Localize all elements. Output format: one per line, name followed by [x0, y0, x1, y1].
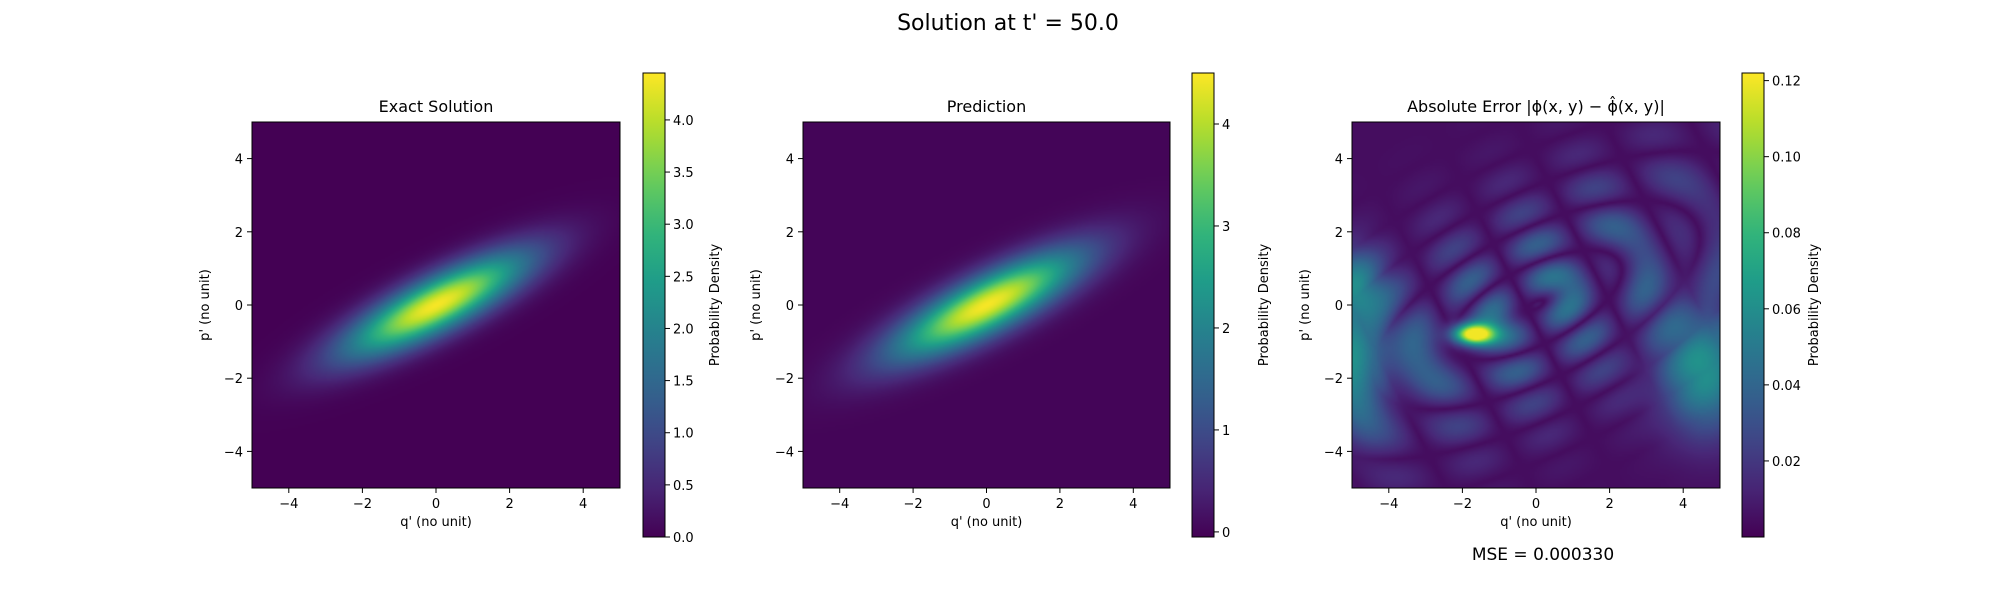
colorbar-label: Probability Density — [1257, 244, 1272, 367]
panel-title: Prediction — [947, 97, 1026, 116]
x-tick-label: 4 — [579, 497, 587, 512]
x-tick-label: 2 — [1056, 497, 1064, 512]
x-tick-label: 0 — [1532, 497, 1540, 512]
panel-title: Absolute Error |ϕ(x, y) − ϕ̂(x, y)| — [1407, 96, 1665, 116]
colorbar-label: Probability Density — [1807, 244, 1822, 367]
y-tick-label: −2 — [1324, 372, 1343, 387]
x-axis-label: q' (no unit) — [951, 515, 1023, 530]
colorbar-tick-label: 2.5 — [673, 270, 694, 285]
x-tick-label: 0 — [982, 497, 990, 512]
colorbar-tick-label: 2 — [1222, 322, 1230, 337]
y-tick-label: −4 — [224, 445, 243, 460]
x-tick-label: −2 — [353, 497, 372, 512]
colorbar-tick-label: 1.5 — [673, 375, 694, 390]
colorbar-tick-label: 4 — [1222, 118, 1230, 133]
y-axis-label: p' (no unit) — [1298, 269, 1313, 341]
colorbar-tick-label: 2.0 — [673, 322, 694, 337]
x-tick-label: 0 — [432, 497, 440, 512]
y-axis-label: p' (no unit) — [749, 269, 764, 341]
colorbar-tick-label: 0.02 — [1772, 455, 1801, 470]
y-tick-label: −2 — [775, 372, 794, 387]
x-tick-label: 4 — [1679, 497, 1687, 512]
colorbar-tick-label: 0.0 — [673, 531, 694, 546]
colorbar: 0.02 0.04 0.06 0.08 0.10 0.12 Probability Dens… — [1741, 72, 1822, 538]
x-axis-label: q' (no unit) — [400, 515, 472, 530]
y-tick-label: 0 — [786, 299, 794, 314]
heatmap-image — [252, 122, 620, 488]
y-tick-label: −4 — [1324, 445, 1343, 460]
panel-2: Prediction −4 −4 −2 −2 0 0 2 2 4 4 q' (no unit) p' (… — [749, 72, 1272, 541]
colorbar-tick-label: 3 — [1222, 220, 1230, 235]
y-tick-label: 4 — [786, 153, 794, 168]
y-tick-label: 0 — [1335, 299, 1343, 314]
x-tick-label: −2 — [1453, 497, 1472, 512]
heatmap-image — [803, 122, 1170, 488]
figure-title: Solution at t' = 50.0 — [897, 11, 1119, 36]
mse-label: MSE = 0.000330 — [1472, 545, 1614, 565]
y-tick-label: 0 — [235, 299, 243, 314]
colorbar: 0.0 0.5 1.0 1.5 2.0 2.5 3.0 3.5 4.0 Probability D… — [642, 72, 723, 546]
colorbar-tick-label: 4.0 — [673, 114, 694, 129]
x-tick-label: 4 — [1129, 497, 1137, 512]
y-tick-label: 2 — [786, 226, 794, 241]
y-tick-label: 4 — [235, 153, 243, 168]
colorbar-tick-label: 0 — [1222, 526, 1230, 541]
x-axis-label: q' (no unit) — [1500, 515, 1572, 530]
x-tick-label: 2 — [505, 497, 513, 512]
panel-3: Absolute Error |ϕ(x, y) − ϕ̂(x, y)| −4 −4 −… — [1298, 72, 1822, 538]
colorbar-tick-label: 0.5 — [673, 479, 694, 494]
colorbar-tick-label: 3.5 — [673, 166, 694, 181]
colorbar-tick-label: 0.12 — [1772, 75, 1801, 90]
colorbar-tick-label: 1 — [1222, 424, 1230, 439]
colorbar-tick-label: 0.06 — [1772, 303, 1801, 318]
y-axis-label: p' (no unit) — [198, 269, 213, 341]
colorbar-gradient — [1191, 72, 1215, 538]
colorbar-gradient — [1741, 72, 1765, 538]
panel-1: Exact Solution −4 −4 −2 −2 0 0 2 2 4 4 q' (no unit)… — [198, 72, 723, 546]
colorbar: 0 1 2 3 4 Probability Density — [1191, 72, 1272, 541]
y-tick-label: 4 — [1335, 153, 1343, 168]
panel-title: Exact Solution — [379, 97, 494, 116]
y-tick-label: 2 — [1335, 226, 1343, 241]
y-tick-label: 2 — [235, 226, 243, 241]
colorbar-label: Probability Density — [708, 244, 723, 367]
heatmap-image — [1352, 122, 1720, 488]
x-tick-label: −4 — [279, 497, 298, 512]
x-tick-label: −4 — [830, 497, 849, 512]
x-tick-label: −4 — [1379, 497, 1398, 512]
colorbar-tick-label: 0.10 — [1772, 151, 1801, 166]
colorbar-tick-label: 3.0 — [673, 218, 694, 233]
y-tick-label: −4 — [775, 445, 794, 460]
x-tick-label: −2 — [904, 497, 923, 512]
colorbar-tick-label: 0.08 — [1772, 227, 1801, 242]
colorbar-tick-label: 0.04 — [1772, 379, 1801, 394]
colorbar-gradient — [642, 72, 666, 538]
x-tick-label: 2 — [1605, 497, 1613, 512]
y-tick-label: −2 — [224, 372, 243, 387]
colorbar-tick-label: 1.0 — [673, 427, 694, 442]
panels: Exact Solution −4 −4 −2 −2 0 0 2 2 4 4 q' (no unit)… — [198, 72, 1822, 546]
